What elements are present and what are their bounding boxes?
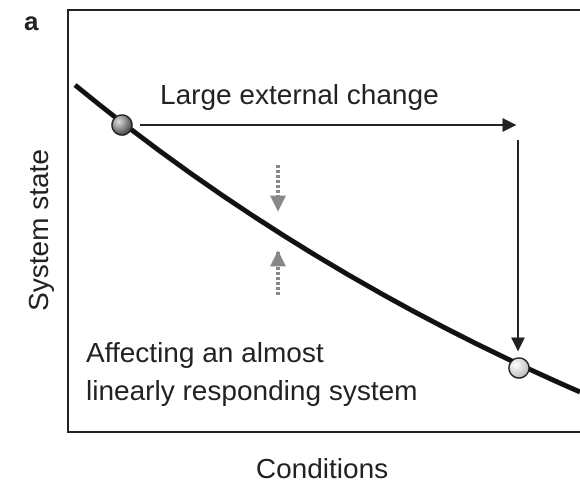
panel-label: a	[24, 6, 39, 36]
x-axis-label: Conditions	[256, 453, 388, 484]
y-axis-label: System state	[23, 149, 54, 311]
response-curve	[73, 83, 580, 395]
frame	[67, 9, 580, 433]
final-state	[508, 357, 530, 379]
annotation: linearly responding system	[86, 375, 418, 406]
annotation: Large external change	[160, 79, 439, 110]
initial-state	[111, 114, 133, 136]
annotation: Affecting an almost	[86, 337, 324, 368]
